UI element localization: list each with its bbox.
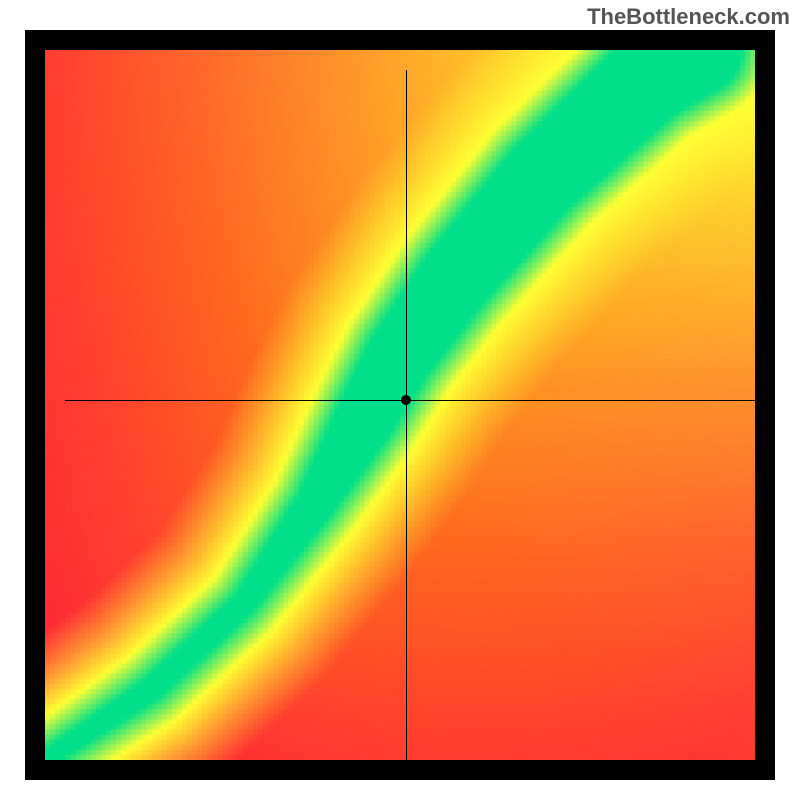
crosshair-point <box>401 395 411 405</box>
plot-area <box>45 50 755 760</box>
heatmap-canvas <box>45 50 755 760</box>
chart-frame <box>25 30 775 780</box>
crosshair-vertical <box>406 70 407 780</box>
crosshair-horizontal <box>65 400 775 401</box>
watermark-text: TheBottleneck.com <box>587 4 790 30</box>
